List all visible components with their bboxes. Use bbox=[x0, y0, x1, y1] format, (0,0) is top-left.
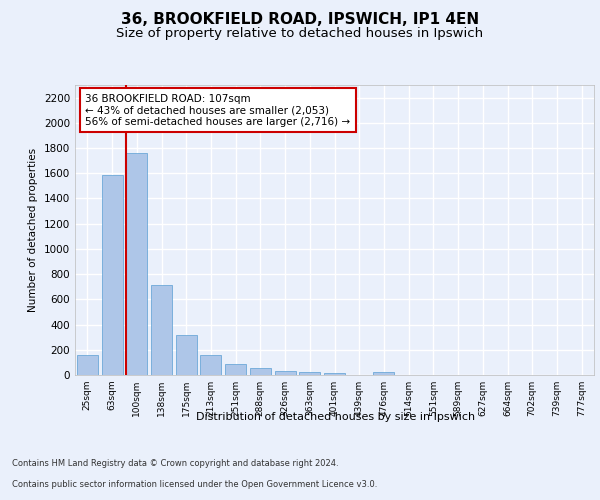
Bar bbox=[225, 364, 246, 375]
Bar bbox=[101, 174, 122, 375]
Bar bbox=[299, 372, 320, 375]
Bar bbox=[151, 286, 172, 375]
Bar bbox=[77, 355, 98, 375]
Bar bbox=[324, 373, 345, 375]
Bar bbox=[176, 336, 197, 375]
Text: Distribution of detached houses by size in Ipswich: Distribution of detached houses by size … bbox=[196, 412, 476, 422]
Bar bbox=[275, 370, 296, 375]
Bar bbox=[200, 355, 221, 375]
Text: Contains HM Land Registry data © Crown copyright and database right 2024.: Contains HM Land Registry data © Crown c… bbox=[12, 458, 338, 468]
Y-axis label: Number of detached properties: Number of detached properties bbox=[28, 148, 38, 312]
Text: Size of property relative to detached houses in Ipswich: Size of property relative to detached ho… bbox=[116, 28, 484, 40]
Bar bbox=[250, 368, 271, 375]
Bar bbox=[373, 372, 394, 375]
Bar bbox=[126, 153, 147, 375]
Text: Contains public sector information licensed under the Open Government Licence v3: Contains public sector information licen… bbox=[12, 480, 377, 489]
Text: 36, BROOKFIELD ROAD, IPSWICH, IP1 4EN: 36, BROOKFIELD ROAD, IPSWICH, IP1 4EN bbox=[121, 12, 479, 28]
Text: 36 BROOKFIELD ROAD: 107sqm
← 43% of detached houses are smaller (2,053)
56% of s: 36 BROOKFIELD ROAD: 107sqm ← 43% of deta… bbox=[85, 94, 350, 127]
